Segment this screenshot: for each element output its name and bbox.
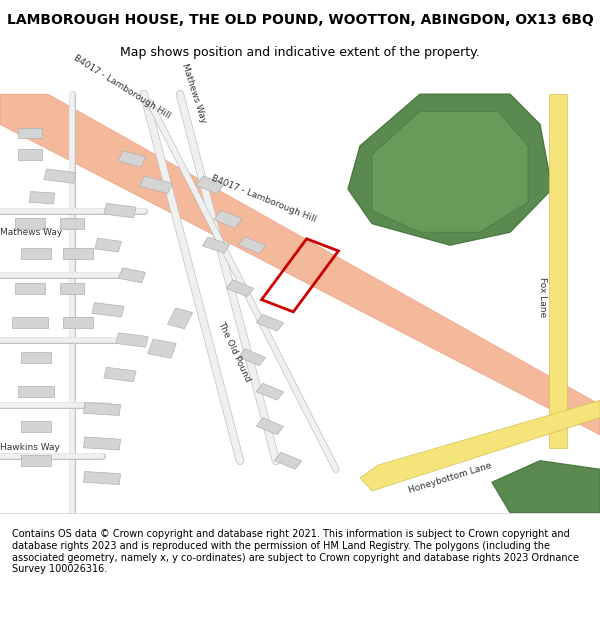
Text: Fox Lane: Fox Lane: [539, 277, 548, 317]
Polygon shape: [21, 352, 51, 362]
Text: B4017 - Lamborough Hill: B4017 - Lamborough Hill: [72, 53, 172, 120]
Polygon shape: [60, 218, 84, 229]
Polygon shape: [12, 318, 48, 328]
Polygon shape: [104, 204, 136, 217]
Polygon shape: [60, 283, 84, 294]
Polygon shape: [21, 421, 51, 432]
Polygon shape: [214, 210, 242, 228]
Polygon shape: [92, 302, 124, 317]
Text: Mathews Way: Mathews Way: [0, 228, 62, 237]
Polygon shape: [148, 339, 176, 358]
Polygon shape: [238, 349, 266, 366]
Polygon shape: [18, 149, 42, 160]
Polygon shape: [226, 280, 254, 297]
Polygon shape: [196, 176, 224, 194]
Polygon shape: [118, 268, 146, 282]
Text: Mathews Way: Mathews Way: [180, 62, 208, 124]
Polygon shape: [18, 386, 54, 397]
Polygon shape: [83, 437, 121, 450]
Polygon shape: [238, 237, 266, 254]
Polygon shape: [0, 94, 600, 435]
Polygon shape: [15, 283, 45, 294]
Polygon shape: [139, 176, 173, 194]
Polygon shape: [83, 471, 121, 484]
Polygon shape: [21, 248, 51, 259]
Polygon shape: [256, 418, 284, 434]
Polygon shape: [15, 218, 45, 229]
Polygon shape: [256, 314, 284, 331]
Polygon shape: [95, 238, 121, 252]
Polygon shape: [63, 318, 93, 328]
Text: B4017 - Lamborough Hill: B4017 - Lamborough Hill: [210, 173, 317, 224]
Polygon shape: [256, 383, 284, 400]
Text: Map shows position and indicative extent of the property.: Map shows position and indicative extent…: [120, 46, 480, 59]
Text: Honeybottom Lane: Honeybottom Lane: [407, 461, 493, 495]
Polygon shape: [549, 94, 567, 447]
Text: Contains OS data © Crown copyright and database right 2021. This information is : Contains OS data © Crown copyright and d…: [12, 529, 579, 574]
Polygon shape: [104, 368, 136, 382]
Polygon shape: [21, 456, 51, 466]
Polygon shape: [360, 401, 600, 491]
Text: LAMBOROUGH HOUSE, THE OLD POUND, WOOTTON, ABINGDON, OX13 6BQ: LAMBOROUGH HOUSE, THE OLD POUND, WOOTTON…: [7, 13, 593, 28]
Polygon shape: [372, 111, 528, 232]
Polygon shape: [348, 94, 552, 245]
Polygon shape: [118, 151, 146, 167]
Polygon shape: [44, 169, 76, 183]
Polygon shape: [202, 237, 230, 253]
Text: Hawkins Way: Hawkins Way: [0, 443, 60, 452]
Polygon shape: [63, 248, 93, 259]
Polygon shape: [274, 452, 302, 469]
Polygon shape: [29, 192, 55, 204]
Polygon shape: [167, 308, 193, 329]
Polygon shape: [492, 461, 600, 512]
Polygon shape: [116, 333, 148, 347]
Text: The Old Pound: The Old Pound: [216, 320, 252, 383]
Polygon shape: [83, 402, 121, 416]
Polygon shape: [18, 127, 42, 138]
